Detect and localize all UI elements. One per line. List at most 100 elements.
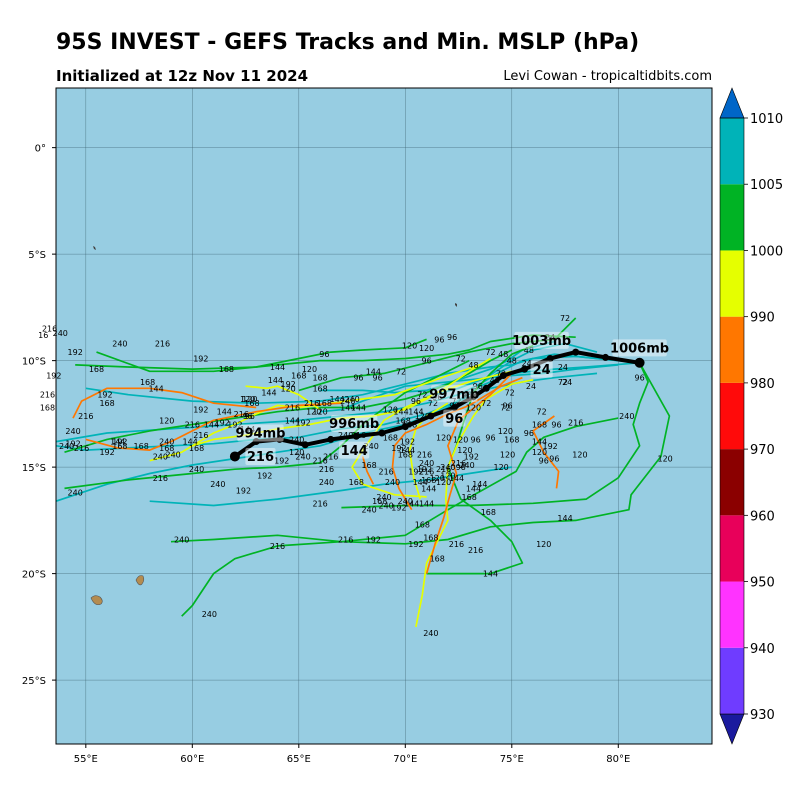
forecast-hour-label: 72 [451, 397, 461, 406]
island-reunion [90, 595, 103, 606]
forecast-hour-label: 240 [385, 478, 400, 487]
colorbar-segment [720, 118, 744, 185]
lat-tick-label: 10°S [22, 357, 46, 368]
mean-hour-label: 216 [247, 450, 274, 465]
colorbar-label: 950 [750, 576, 775, 591]
forecast-hour-label: 168 [415, 521, 430, 530]
forecast-hour-label: 144 [483, 570, 498, 579]
forecast-hour-label: 144 [366, 367, 381, 376]
forecast-hour-label: 216 [323, 452, 338, 461]
forecast-hour-label: 96 [456, 463, 466, 472]
forecast-hour-label: 216 [155, 340, 170, 349]
forecast-hour-label: 120 [658, 455, 673, 464]
forecast-hour-label: 216 [304, 399, 319, 408]
forecast-hour-label: 168 [430, 555, 445, 564]
forecast-hour-label: 240 [423, 629, 438, 638]
lon-tick-label: 80°E [606, 754, 630, 765]
mslp-label: 997mb [429, 387, 479, 402]
forecast-hour-label: 240 [319, 478, 334, 487]
forecast-hour-label: 216 [193, 431, 208, 440]
mean-track-point [482, 384, 490, 392]
member-track [56, 361, 640, 503]
forecast-hour-label: 240 [210, 480, 225, 489]
mean-track-point [521, 365, 529, 373]
mean-track-point [229, 451, 240, 462]
member-track [56, 353, 640, 443]
mslp-label: 1003mb [512, 334, 571, 349]
forecast-hour-label: 72 [485, 348, 495, 357]
forecast-hour-label: 96 [634, 374, 644, 383]
forecast-hour-label: 96 [502, 401, 512, 410]
mean-track-point [252, 438, 260, 446]
forecast-hour-label: 144 [340, 403, 355, 412]
forecast-hour-label: 96 [373, 374, 383, 383]
forecast-hour-label: 168 [140, 378, 155, 387]
forecast-hour-label: 216 [338, 536, 353, 545]
colorbar-label: 1005 [750, 178, 783, 193]
mean-hour-label-box [443, 409, 466, 427]
forecast-hour-label: 96 [524, 429, 534, 438]
forecast-hour-label: 240 [153, 452, 168, 461]
island-small-1 [93, 246, 96, 250]
forecast-hour-label: 96 [411, 397, 421, 406]
forecast-hour-label: 168 [481, 508, 496, 517]
member-track [64, 359, 470, 490]
forecast-hour-label: 192 [366, 536, 381, 545]
member-track [425, 372, 513, 574]
forecast-hour-label: 216 [451, 459, 466, 468]
forecast-hour-label: 192 [257, 472, 272, 481]
forecast-hour-label: 24 [562, 378, 572, 387]
forecast-hour-label: 168 [134, 442, 149, 451]
forecast-hour-label: 216 [40, 391, 55, 400]
forecast-hour-label: 192 [408, 540, 423, 549]
forecast-hour-label: 240 [398, 497, 413, 506]
colorbar-label: 990 [750, 311, 775, 326]
mslp-label-box [237, 424, 284, 442]
forecast-hour-label: 48 [462, 391, 472, 400]
forecast-hour-label: 216 [468, 546, 483, 555]
member-track [149, 364, 481, 462]
forecast-hour-label: 72 [481, 399, 491, 408]
lon-tick-label: 65°E [287, 754, 311, 765]
forecast-hour-label: 48 [524, 346, 534, 355]
member-track [72, 387, 257, 419]
forecast-hour-label: 24 [558, 363, 568, 372]
forecast-hour-label: 96 [319, 350, 329, 359]
forecast-hour-label: 72 [456, 354, 466, 363]
mean-track-point [450, 403, 458, 411]
forecast-hour-label: 216 [78, 412, 93, 421]
member-track [361, 456, 375, 485]
colorbar-label: 1000 [750, 244, 783, 259]
forecast-hour-label: 240 [419, 459, 434, 468]
mean-track-point [301, 441, 309, 449]
mean-track-point [499, 372, 507, 380]
forecast-hour-label: 240 [159, 438, 174, 447]
colorbar-segment [720, 449, 744, 516]
forecast-hour-label: 120 [242, 395, 257, 404]
member-track [298, 317, 577, 392]
mslp-label-box [331, 414, 378, 432]
forecast-hour-label: 48 [507, 357, 517, 366]
forecast-hour-label: 72 [500, 403, 510, 412]
forecast-hour-label: 240 [376, 493, 391, 502]
lat-tick-label: 0° [35, 144, 46, 155]
forecast-hour-label: 216 [74, 444, 89, 453]
forecast-hour-label: 144 [204, 421, 219, 430]
island-mauritius [135, 575, 145, 586]
member-track [181, 417, 619, 617]
forecast-hour-label: 96 [473, 382, 483, 391]
forecast-hour-label: 216 [436, 465, 451, 474]
forecast-hour-label: 120 [306, 408, 321, 417]
mslp-label-box [514, 331, 569, 349]
lon-tick-label: 70°E [393, 754, 417, 765]
lat-tick-label: 25°S [22, 676, 46, 687]
islands-layer [90, 246, 457, 606]
island-small-2 [455, 303, 457, 307]
forecast-hour-label: 72 [396, 367, 406, 376]
colorbar-min-arrow [719, 713, 745, 745]
mslp-label-box [431, 385, 478, 403]
forecast-hour-label: 144 [285, 416, 300, 425]
forecast-hour-label: 168 [462, 493, 477, 502]
forecast-hour-label: 96 [353, 374, 363, 383]
forecast-hour-label: 96 [549, 455, 559, 464]
